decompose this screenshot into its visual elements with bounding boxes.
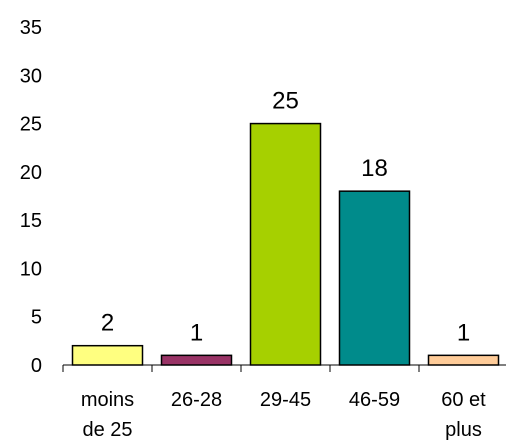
- category-label: 26-28: [171, 389, 222, 411]
- category-label: 29-45: [260, 389, 311, 411]
- y-tick-label: 0: [31, 355, 42, 377]
- data-label: 1: [457, 319, 470, 346]
- bar: [249, 122, 322, 366]
- y-tick-label: 35: [20, 17, 42, 39]
- data-labels: 2 1 25 18 1: [101, 88, 470, 347]
- data-label: 18: [361, 155, 388, 182]
- data-label: 1: [190, 319, 203, 346]
- y-axis: 0 5 10 15 20 25 30 35: [20, 17, 42, 377]
- data-label: 25: [272, 88, 299, 115]
- data-label: 2: [101, 310, 114, 337]
- y-tick-label: 15: [20, 210, 42, 232]
- category-label: 46-59: [349, 389, 400, 411]
- category-label: moins: [81, 389, 134, 411]
- x-axis: moins de 25 26-28 29-45 46-59 60 et plus: [62, 364, 506, 441]
- y-tick-label: 25: [20, 114, 42, 136]
- bar: [71, 344, 144, 366]
- category-label: 60 et: [441, 389, 486, 411]
- bars: [71, 122, 500, 366]
- y-tick-label: 20: [20, 162, 42, 184]
- y-tick-label: 10: [20, 258, 42, 280]
- bar: [160, 354, 233, 366]
- category-label: plus: [445, 419, 482, 441]
- y-tick-label: 30: [20, 65, 42, 87]
- bar: [338, 190, 411, 366]
- bar: [427, 354, 500, 366]
- category-label: de 25: [82, 419, 132, 441]
- y-tick-label: 5: [31, 307, 42, 329]
